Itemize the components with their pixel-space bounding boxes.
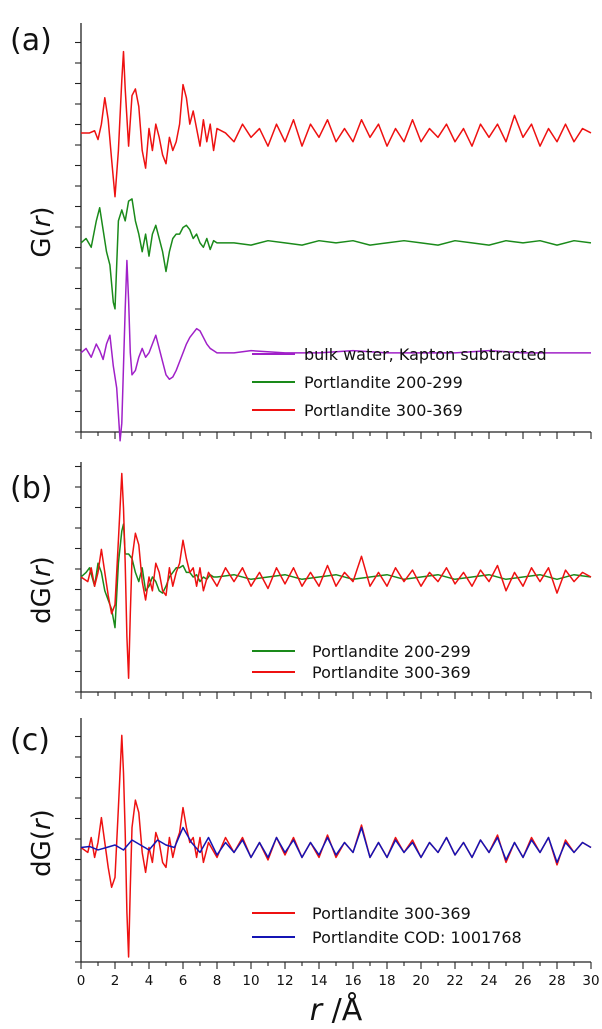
panel-b-y-ticks (75, 465, 81, 693)
x-axis-label-symbol: r (310, 993, 324, 1028)
legend-label: Portlandite 200-299 (312, 642, 471, 661)
panel-a-ylabel: G(r) (27, 206, 57, 257)
panel-c-ylabel-prefix: dG( (27, 830, 57, 877)
x-tick-label: 10 (242, 973, 259, 989)
x-tick-label: 12 (276, 973, 293, 989)
panel-b-x-ticks (80, 692, 592, 699)
panel-c-ylabel-symbol: r (27, 817, 57, 830)
panel-a-ylabel-suffix: ) (27, 206, 57, 216)
panel-b-traces (80, 472, 592, 679)
panel-c: (c) dG(r) 0 2 4 6 8 10 12 14 16 18 20 22 24 26 28 30 Po… (10, 718, 600, 989)
x-tick-label: 18 (378, 973, 395, 989)
x-axis-label-unit: /Å (322, 992, 363, 1028)
legend-label: Portlandite COD: 1001768 (312, 928, 522, 947)
x-tick-label: 4 (145, 973, 154, 989)
panel-a: (a) G(r) bulk water, Kapton subtracted P… (10, 23, 592, 442)
x-tick-label: 30 (582, 973, 599, 989)
panel-b-label: (b) (10, 471, 52, 506)
series-line (80, 198, 592, 310)
x-tick-label: 24 (480, 973, 497, 989)
panel-b-ylabel-suffix: ) (27, 556, 57, 566)
panel-a-x-ticks (80, 432, 592, 439)
x-tick-label: 22 (446, 973, 463, 989)
panel-a-label: (a) (10, 23, 52, 58)
panel-b-ylabel-prefix: dG( (27, 577, 57, 624)
series-line (81, 50, 592, 198)
x-tick-label: 28 (548, 973, 565, 989)
panel-a-traces (80, 50, 592, 442)
legend-label: Portlandite 300-369 (312, 904, 471, 923)
legend-label: Portlandite 200-299 (304, 373, 463, 392)
panel-b-ylabel: dG(r) (27, 556, 57, 624)
panel-b: (b) dG(r) Portlandite 200-299 Portlandit… (10, 462, 592, 699)
x-tick-labels: 0 2 4 6 8 10 12 14 16 18 20 22 24 26 28 30 (77, 973, 600, 989)
panel-a-ylabel-symbol: r (27, 214, 57, 227)
panel-a-ylabel-prefix: G( (27, 227, 57, 257)
x-tick-label: 20 (412, 973, 429, 989)
x-tick-label: 16 (344, 973, 361, 989)
panel-c-traces (80, 734, 592, 958)
panel-c-legend: Portlandite 300-369 Portlandite COD: 100… (252, 904, 522, 947)
panel-c-x-ticks (80, 962, 592, 969)
x-tick-label: 6 (179, 973, 188, 989)
panel-b-ylabel-symbol: r (27, 564, 57, 577)
x-tick-label: 8 (213, 973, 222, 989)
panel-b-legend: Portlandite 200-299 Portlandite 300-369 (252, 642, 471, 682)
series-line (80, 259, 591, 442)
panel-c-ylabel: dG(r) (27, 809, 57, 877)
series-line (80, 826, 592, 864)
x-tick-label: 26 (514, 973, 531, 989)
x-axis-label: r /Å (310, 992, 363, 1028)
legend-label: Portlandite 300-369 (312, 663, 471, 682)
panel-a-legend: bulk water, Kapton subtracted Portlandit… (252, 345, 547, 420)
x-tick-label: 2 (111, 973, 120, 989)
series-line (80, 472, 592, 679)
series-line (80, 523, 592, 629)
legend-label: Portlandite 300-369 (304, 401, 463, 420)
x-tick-label: 0 (77, 973, 86, 989)
panel-c-label: (c) (10, 723, 50, 758)
panel-c-ylabel-suffix: ) (27, 809, 57, 819)
panel-c-y-ticks (75, 735, 81, 963)
legend-label: bulk water, Kapton subtracted (304, 345, 547, 364)
panel-a-y-ticks (75, 41, 81, 433)
series-line (80, 734, 592, 958)
x-tick-label: 14 (310, 973, 327, 989)
